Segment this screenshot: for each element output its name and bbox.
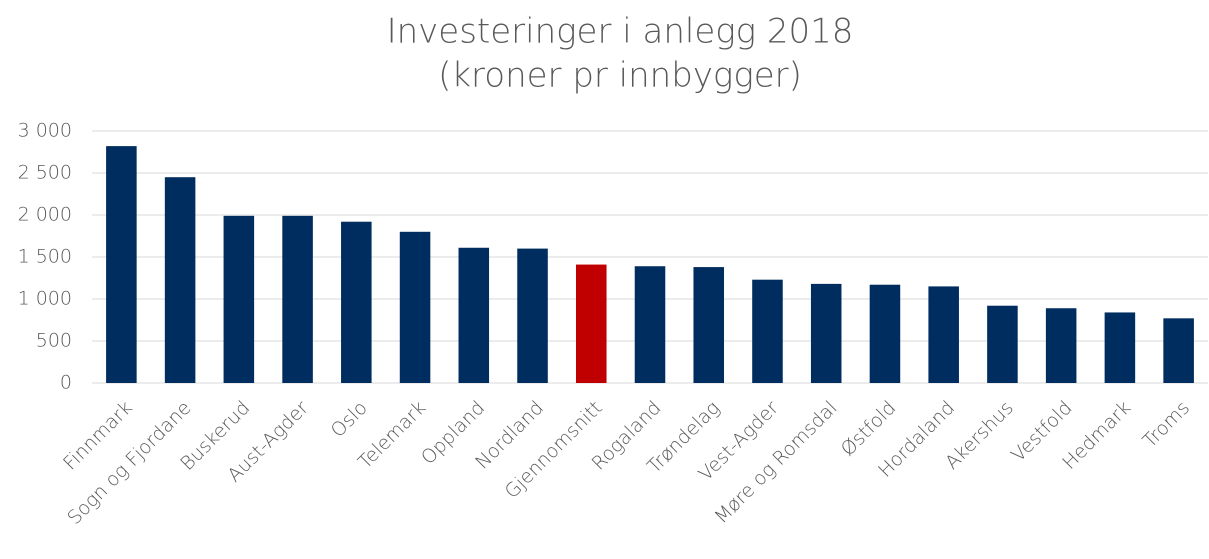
bar	[1163, 318, 1194, 383]
bar	[752, 279, 783, 383]
bar	[1104, 312, 1136, 383]
y-tick-label: 1 000	[18, 288, 72, 310]
bar	[987, 305, 1018, 383]
y-tick-label: 2 500	[18, 162, 72, 184]
bar	[693, 267, 725, 383]
y-tick-label: 1 500	[18, 246, 72, 268]
bar	[928, 286, 959, 383]
bar	[341, 221, 372, 383]
bar	[458, 247, 490, 383]
bar	[106, 146, 137, 383]
x-tick-label: Oslo	[327, 397, 372, 442]
y-tick-label: 0	[60, 372, 72, 394]
bar	[282, 215, 313, 383]
chart-title: Investeringer i anlegg 2018	[387, 12, 854, 52]
bar	[164, 177, 196, 383]
y-tick-label: 2 000	[18, 204, 72, 226]
bar	[517, 248, 548, 383]
bar	[869, 284, 901, 383]
y-tick-label: 3 000	[18, 120, 72, 142]
y-tick-label: 500	[36, 330, 72, 352]
bar	[223, 215, 255, 383]
bar	[634, 266, 666, 383]
bar	[810, 283, 842, 383]
bar	[399, 231, 431, 383]
chart-subtitle: (kroner pr innbygger)	[438, 56, 802, 96]
bar	[1045, 308, 1077, 383]
x-tick-label: Troms	[1139, 397, 1194, 452]
bar	[575, 264, 607, 383]
